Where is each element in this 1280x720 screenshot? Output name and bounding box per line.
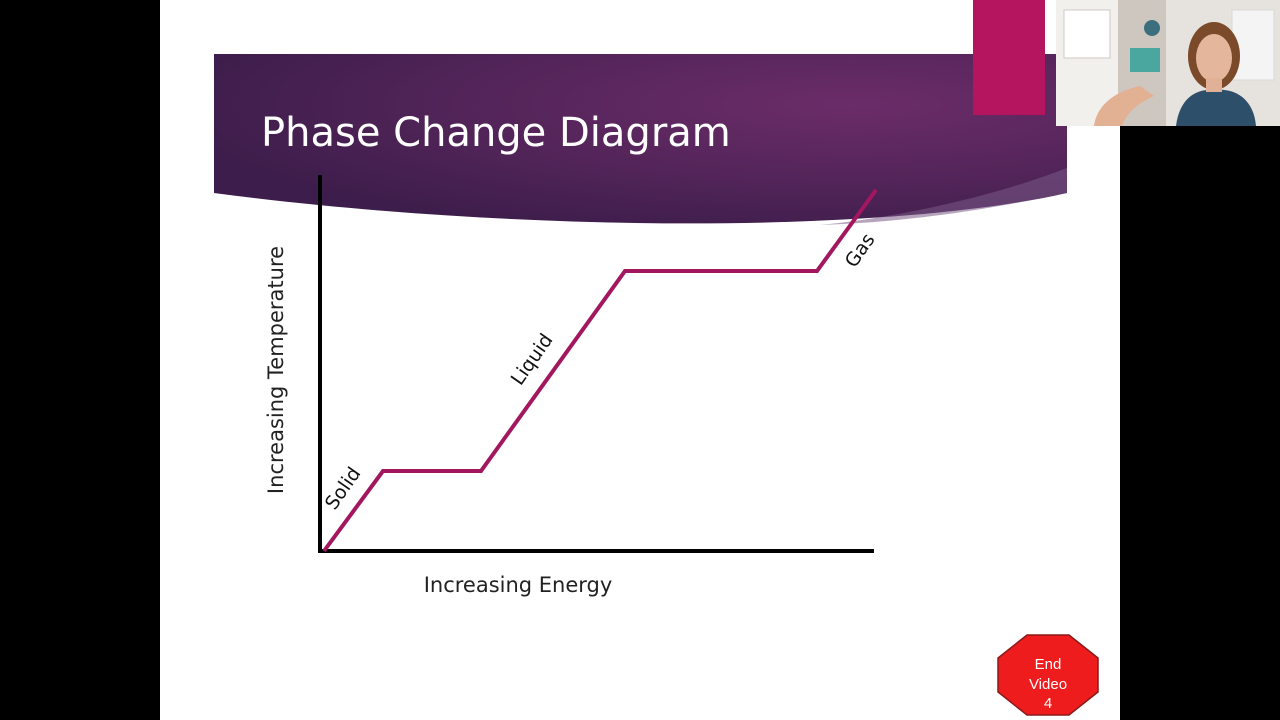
presenter-video-icon (1056, 0, 1280, 126)
phase-label-gas: Gas (841, 229, 880, 271)
x-axis-label: Increasing Energy (424, 573, 613, 597)
y-axis-label: Increasing Temperature (264, 246, 288, 494)
phase-change-diagram: Increasing Temperature Increasing Energy… (264, 175, 880, 597)
slide-title: Phase Change Diagram (261, 110, 731, 156)
accent-tab (973, 0, 1045, 115)
stop-text-line2: Video (1029, 676, 1067, 693)
slide: Phase Change Diagram Increasing Temperat… (160, 0, 1120, 720)
phase-curve (322, 188, 878, 553)
stop-text-line1: End (1035, 656, 1062, 673)
stop-text-line3: 4 (1044, 695, 1052, 712)
presenter-webcam (1056, 0, 1280, 126)
title-banner (214, 54, 1067, 225)
end-video-stop-sign: End Video 4 (997, 634, 1099, 716)
phase-label-liquid: Liquid (507, 330, 558, 390)
